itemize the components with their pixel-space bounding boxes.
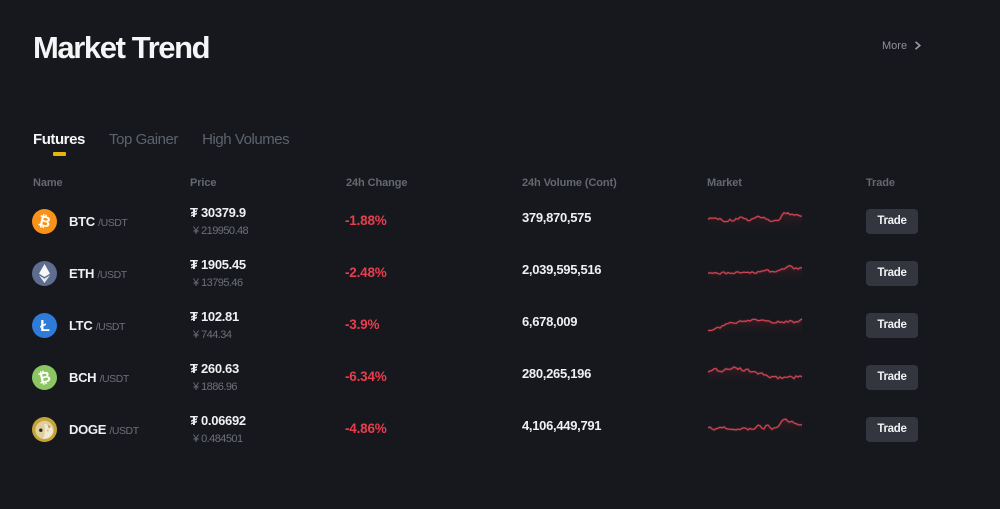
- svg-text:₿: ₿: [36, 212, 52, 231]
- svg-text:Ł: Ł: [40, 318, 50, 335]
- svg-text:₿: ₿: [37, 368, 53, 387]
